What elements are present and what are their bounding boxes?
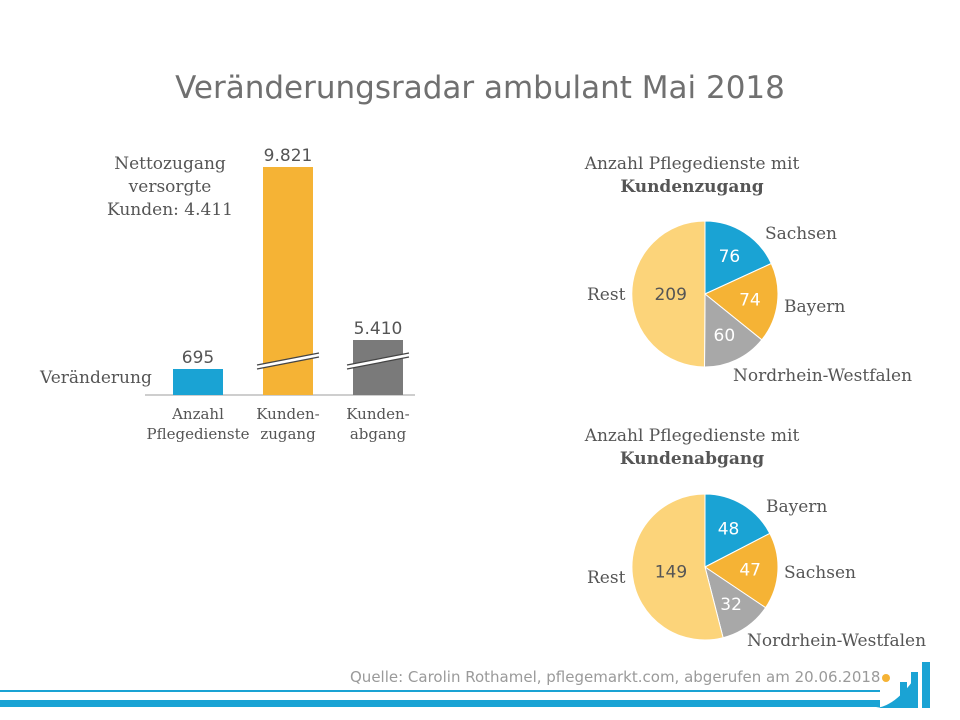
bar-2 [353,340,403,395]
pie1-title: Anzahl Pflegedienste mit Kundenzugang [562,153,822,199]
bar-category-label: abgang [350,425,407,443]
chart-title: Veränderungsradar ambulant Mai 2018 [175,70,785,106]
pie1-label-nrw: Nordrhein-Westfalen [733,366,913,386]
pie2-label-sachsen: Sachsen [784,563,856,583]
bar-category-label: Kunden- [256,405,319,423]
pie1-label-rest: Rest [587,285,626,305]
pie1-slice-1 [704,262,779,341]
pie2-label-bayern: Bayern [766,497,828,517]
pie1-slice-0 [704,220,772,295]
pie1-slice-2 [703,292,763,368]
pie2-title: Anzahl Pflegedienste mit Kundenabgang [562,425,822,471]
axis-break-gap [347,353,409,369]
pie1-slice-3 [631,220,706,368]
pie1-label-bayern: Bayern [784,297,846,317]
bar-category-label: Anzahl [171,405,224,423]
axis-break-gap [257,353,319,369]
note-line: Nettozugang [114,154,226,174]
bar-value-label: 9.821 [264,146,313,166]
axis-break-line [346,356,410,370]
note-line: Kunden: 4.411 [107,200,233,220]
bar-0 [173,369,223,395]
logo-icon [876,662,930,708]
pie2-value-label: 32 [720,595,742,615]
note-line: versorgte [128,177,212,197]
pie1-title-line1: Anzahl Pflegedienste mit [584,154,800,174]
pie2-value-label: 149 [655,562,687,582]
bar-value-label: 5.410 [354,319,403,339]
pie2-slice-3 [631,493,724,641]
bar-category-label: Kunden- [346,405,409,423]
pie2-slice-1 [704,532,779,609]
footer-band [0,700,880,707]
bar-value-label: 695 [182,348,214,368]
footer-rule [0,690,880,692]
pie2-title-line1: Anzahl Pflegedienste mit [584,426,800,446]
pie2-slice-0 [704,493,771,568]
pie2-value-label: 47 [739,561,761,581]
pie2-value-label: 48 [718,519,740,539]
pie1-label-sachsen: Sachsen [765,224,837,244]
net-gain-note: Nettozugang versorgte Kunden: 4.411 [90,153,250,222]
bar-category-label: zugang [260,425,316,443]
axis-break-line [256,352,320,366]
pie2-label-rest: Rest [587,568,626,588]
axis-break-line [256,356,320,370]
pie2-label-nrw: Nordrhein-Westfalen [747,631,927,651]
pie1-value-label: 60 [714,326,736,346]
source-note: Quelle: Carolin Rothamel, pflegemarkt.co… [350,668,881,686]
pie1-value-label: 76 [719,247,741,267]
axis-break-line [346,352,410,366]
pie1-value-label: 209 [654,285,686,305]
pie2-title-line2: Kundenabgang [619,449,765,469]
bar-row-label: Veränderung [40,368,152,388]
pie1-title-line2: Kundenzugang [620,177,764,197]
pie1-value-label: 74 [739,291,761,311]
bar-category-label: Pflegedienste [147,425,250,443]
